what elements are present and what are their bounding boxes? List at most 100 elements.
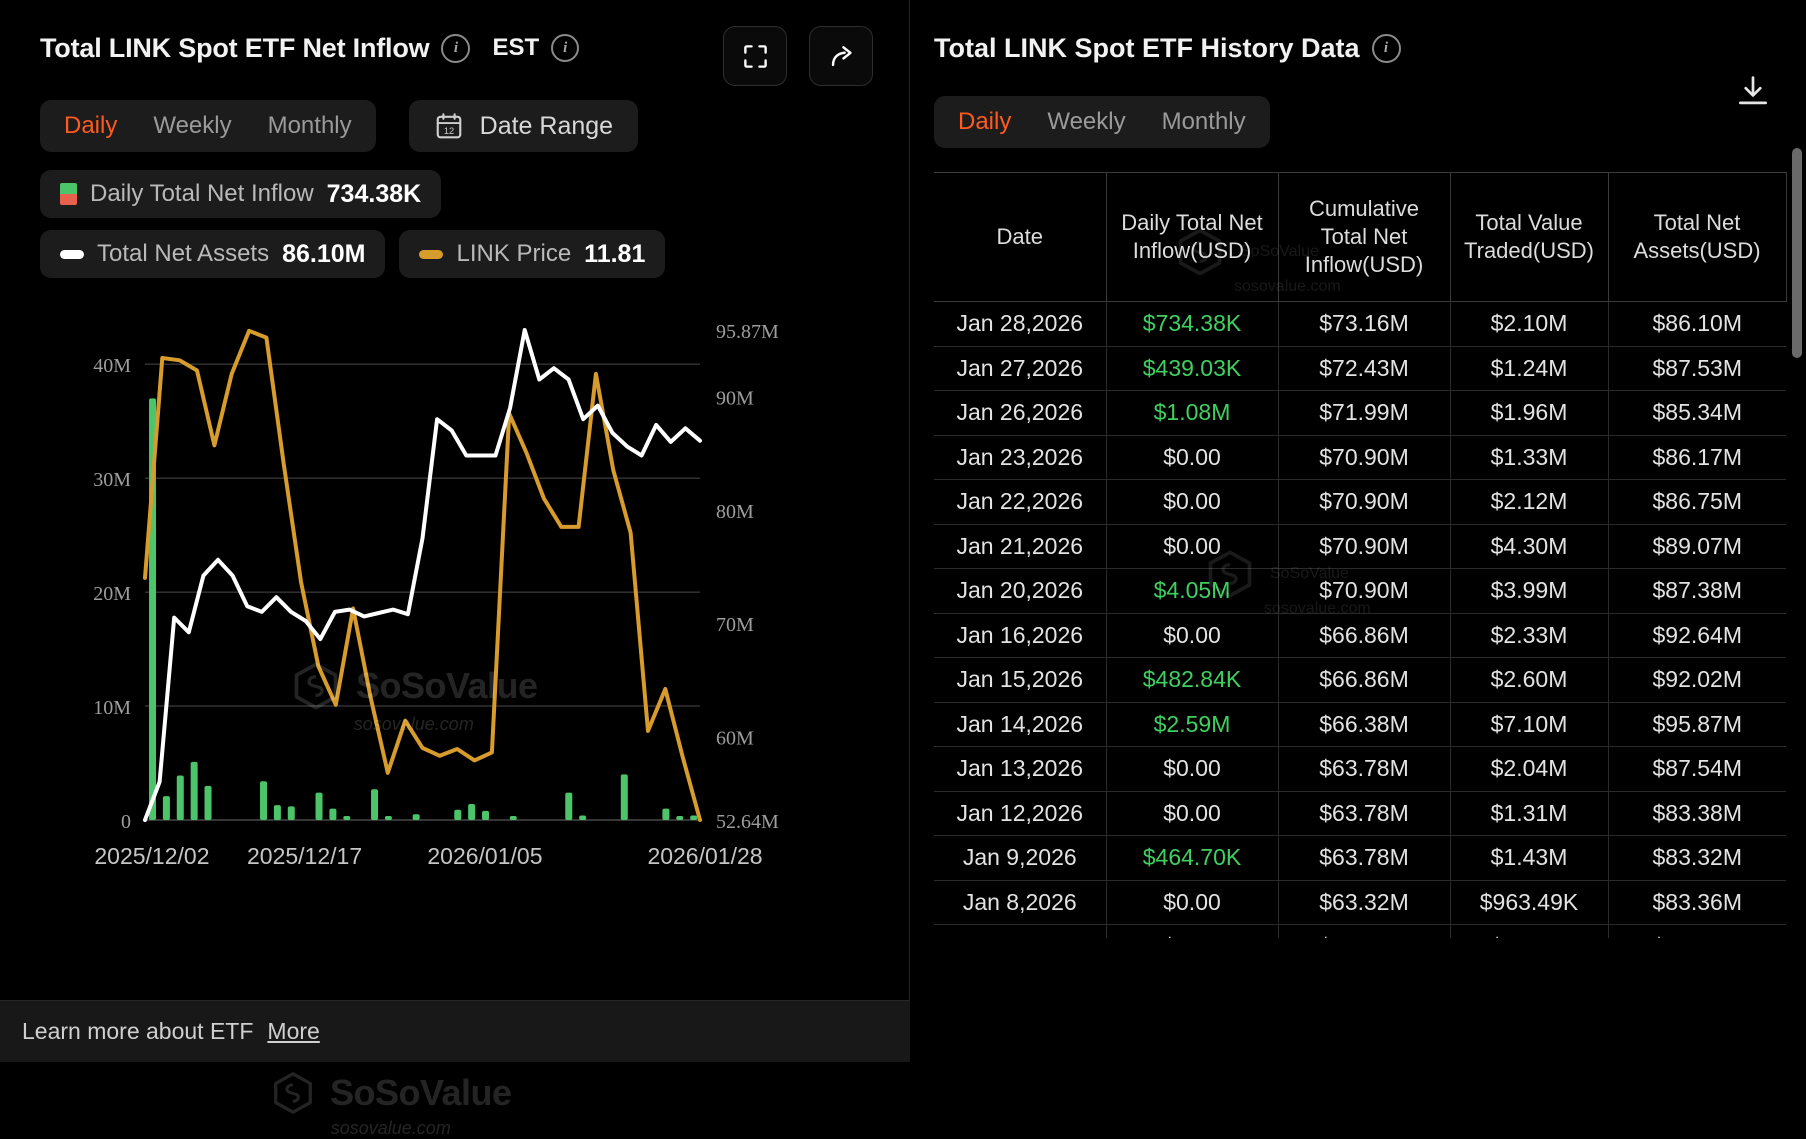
fullscreen-icon — [743, 44, 767, 68]
legend-value: 86.10M — [282, 239, 366, 268]
cell-date: Jan 16,2026 — [934, 613, 1107, 658]
table-row[interactable]: Jan 28,2026 $734.38K $73.16M $2.10M $86.10M — [934, 301, 1786, 347]
info-icon[interactable]: i — [1371, 33, 1401, 63]
table-tab-daily[interactable]: Daily — [958, 108, 1012, 135]
history-table-wrapper[interactable]: Date Daily Total Net Inflow(USD) Cumulat… — [934, 148, 1806, 938]
cell-total-net-assets: $83.36M — [1608, 880, 1786, 925]
cell-total-value-traded: $1.31M — [1450, 791, 1609, 836]
column-header-date[interactable]: Date — [934, 172, 1107, 302]
table-row[interactable]: Jan 12,2026 $0.00 $63.78M $1.31M $83.38M — [934, 791, 1786, 836]
cell-daily-net-inflow: $0.00 — [1106, 924, 1279, 938]
cell-total-net-assets: $95.87M — [1608, 702, 1786, 747]
cell-cumulative-net-inflow: $71.99M — [1278, 390, 1451, 436]
table-row[interactable]: Jan 8,2026 $0.00 $63.32M $963.49K $83.36M — [934, 880, 1786, 925]
legend-daily-net-inflow[interactable]: Daily Total Net Inflow 734.38K — [40, 170, 442, 218]
cell-cumulative-net-inflow: $63.32M — [1278, 924, 1451, 938]
chart-tab-daily[interactable]: Daily — [64, 112, 118, 139]
legend-link-price[interactable]: LINK Price 11.81 — [399, 230, 666, 278]
cell-total-value-traded: $3.99M — [1450, 568, 1609, 614]
x-axis-tick: 2026/01/28 — [647, 843, 762, 869]
date-range-button[interactable]: 12 Date Range — [408, 100, 639, 152]
sosovalue-logo-icon — [274, 1072, 312, 1114]
cell-date: Jan 27,2026 — [934, 346, 1107, 391]
table-row[interactable]: Jan 22,2026 $0.00 $70.90M $2.12M $86.75M — [934, 479, 1786, 525]
chart-tab-monthly[interactable]: Monthly — [267, 112, 352, 139]
legend-label: Daily Total Net Inflow — [90, 180, 314, 207]
watermark-url: sosovalue.com — [330, 1118, 451, 1138]
timezone-label: EST — [492, 34, 540, 61]
cell-date: Jan 15,2026 — [934, 657, 1107, 703]
table-row[interactable]: Jan 26,2026 $1.08M $71.99M $1.96M $85.34M — [934, 390, 1786, 436]
table-row[interactable]: Jan 13,2026 $0.00 $63.78M $2.04M $87.54M — [934, 746, 1786, 792]
cell-date: Jan 21,2026 — [934, 524, 1107, 569]
table-row[interactable]: Jan 16,2026 $0.00 $66.86M $2.33M $92.64M — [934, 613, 1786, 658]
cell-cumulative-net-inflow: $73.16M — [1278, 301, 1451, 347]
cell-date: Jan 13,2026 — [934, 746, 1107, 792]
column-header-daily-net-inflow[interactable]: Daily Total Net Inflow(USD) — [1106, 172, 1279, 302]
share-button[interactable] — [809, 26, 873, 86]
column-header-total-net-assets[interactable]: Total Net Assets(USD) — [1608, 172, 1787, 302]
table-header: Total LINK Spot ETF History Data i — [934, 26, 1806, 70]
cell-cumulative-net-inflow: $66.86M — [1278, 657, 1451, 703]
cell-cumulative-net-inflow: $70.90M — [1278, 524, 1451, 569]
calendar-icon: 12 — [436, 113, 461, 139]
cell-total-value-traded: $1.33M — [1450, 435, 1609, 480]
legend-value: 11.81 — [584, 239, 646, 268]
y-axis-tick-left: 20M — [93, 583, 131, 605]
chart-watermark-2: SoSoValue sosovalue.com — [270, 1070, 512, 1139]
cell-daily-net-inflow: $0.00 — [1106, 524, 1279, 569]
footer-more-link[interactable]: More — [267, 1018, 320, 1044]
info-icon[interactable]: i — [441, 33, 471, 63]
cell-daily-net-inflow: $2.59M — [1106, 702, 1279, 747]
cell-cumulative-net-inflow: $63.78M — [1278, 835, 1451, 881]
chart-tab-weekly[interactable]: Weekly — [153, 112, 232, 139]
table-tab-monthly[interactable]: Monthly — [1161, 108, 1246, 135]
y-axis-tick-left: 10M — [93, 697, 131, 719]
fullscreen-button[interactable] — [723, 26, 787, 86]
cell-total-value-traded: $2.33M — [1450, 613, 1609, 658]
cell-cumulative-net-inflow: $66.86M — [1278, 613, 1451, 658]
timezone-info-icon[interactable]: i — [551, 34, 580, 62]
table-row[interactable]: Jan 27,2026 $439.03K $72.43M $1.24M $87.53M — [934, 346, 1786, 391]
column-header-cumulative-net-inflow[interactable]: Cumulative Total Net Inflow(USD) — [1278, 172, 1451, 302]
table-tab-weekly[interactable]: Weekly — [1047, 108, 1126, 135]
y-axis-tick-right: 60M — [716, 728, 754, 750]
chart-title: Total LINK Spot ETF Net Inflow — [40, 32, 430, 63]
cell-total-net-assets: $87.38M — [1608, 568, 1786, 614]
cell-cumulative-net-inflow: $72.43M — [1278, 346, 1451, 391]
table-header-row: Date Daily Total Net Inflow(USD) Cumulat… — [934, 172, 1787, 302]
column-header-total-value-traded[interactable]: Total Value Traded(USD) — [1450, 172, 1609, 302]
cell-daily-net-inflow: $439.03K — [1106, 346, 1279, 391]
table-row[interactable]: Jan 20,2026 $4.05M $70.90M $3.99M $87.38M — [934, 568, 1786, 614]
cell-total-value-traded: $2.12M — [1450, 479, 1609, 525]
cell-date: Jan 23,2026 — [934, 435, 1107, 480]
table-row[interactable]: Jan 7,2026$0.00$63.32M$2.43M$84.56M — [934, 924, 1786, 938]
table-row[interactable]: Jan 23,2026 $0.00 $70.90M $1.33M $86.17M — [934, 435, 1786, 480]
chart-actions — [723, 26, 873, 86]
table-row[interactable]: Jan 21,2026 $0.00 $70.90M $4.30M $89.07M — [934, 524, 1786, 569]
cell-total-value-traded: $963.49K — [1450, 880, 1609, 925]
cell-daily-net-inflow: $0.00 — [1106, 435, 1279, 480]
cell-total-net-assets: $92.64M — [1608, 613, 1786, 658]
table-title: Total LINK Spot ETF History Data — [934, 32, 1360, 63]
cell-total-value-traded: $2.04M — [1450, 746, 1609, 792]
x-axis-tick: 2025/12/02 — [94, 843, 209, 869]
cell-daily-net-inflow: $0.00 — [1106, 479, 1279, 525]
table-row[interactable]: Jan 9,2026 $464.70K $63.78M $1.43M $83.32M — [934, 835, 1786, 881]
chart-header: Total LINK Spot ETF Net Inflow i EST i — [40, 26, 909, 70]
table-scrollbar[interactable] — [1792, 148, 1802, 818]
cell-cumulative-net-inflow: $70.90M — [1278, 435, 1451, 480]
legend-total-net-assets[interactable]: Total Net Assets 86.10M — [40, 230, 386, 278]
table-row[interactable]: Jan 15,2026 $482.84K $66.86M $2.60M $92.02M — [934, 657, 1786, 703]
table-row[interactable]: Jan 14,2026 $2.59M $66.38M $7.10M $95.87M — [934, 702, 1786, 747]
share-icon — [831, 45, 852, 66]
download-button[interactable] — [1734, 72, 1772, 115]
cell-total-net-assets: $86.75M — [1608, 479, 1786, 525]
net-inflow-chart[interactable]: 0 10M 20M 30M 40M 52.64M 60M 70M 80M 90M 95.87M 202… — [40, 300, 870, 1138]
y-axis-tick-right: 80M — [716, 501, 754, 523]
y-axis-tick-left: 0 — [121, 811, 131, 833]
y-axis-tick-right: 70M — [716, 614, 754, 636]
cell-cumulative-net-inflow: $63.78M — [1278, 791, 1451, 836]
cell-date: Jan 28,2026 — [934, 301, 1107, 347]
y-axis-tick-right: 90M — [716, 388, 754, 410]
